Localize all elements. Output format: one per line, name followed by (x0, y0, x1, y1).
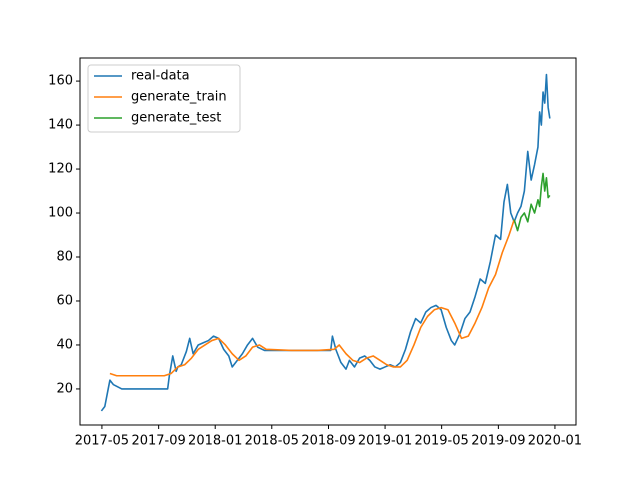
plot-frame (79, 57, 577, 426)
legend-label: generate_test (131, 111, 221, 126)
x-tick-label: 2020-01 (528, 434, 582, 449)
x-tick-label: 2017-05 (75, 434, 129, 449)
line-series (100, 73, 551, 412)
x-tick-label: 2018-01 (188, 434, 242, 449)
x-tick-label: 2018-05 (245, 434, 299, 449)
y-tick-label: 20 (56, 381, 73, 396)
legend-label: real-data (131, 69, 190, 84)
line-series (109, 219, 515, 377)
y-tick-label: 100 (48, 206, 73, 221)
line-series (513, 172, 551, 232)
y-tick-label: 140 (48, 118, 73, 133)
y-tick-label: 120 (48, 162, 73, 177)
legend-box (87, 64, 241, 133)
y-tick-label: 40 (56, 337, 73, 352)
x-tick-label: 2019-01 (358, 434, 412, 449)
y-tick-label: 60 (56, 293, 73, 308)
x-tick-label: 2017-09 (131, 434, 185, 449)
x-tick-label: 2019-05 (414, 434, 468, 449)
y-tick-label: 80 (56, 250, 73, 265)
x-tick-label: 2018-09 (301, 434, 355, 449)
y-tick-label: 160 (48, 74, 73, 89)
x-tick-label: 2019-09 (471, 434, 525, 449)
legend-label: generate_train (131, 90, 227, 105)
